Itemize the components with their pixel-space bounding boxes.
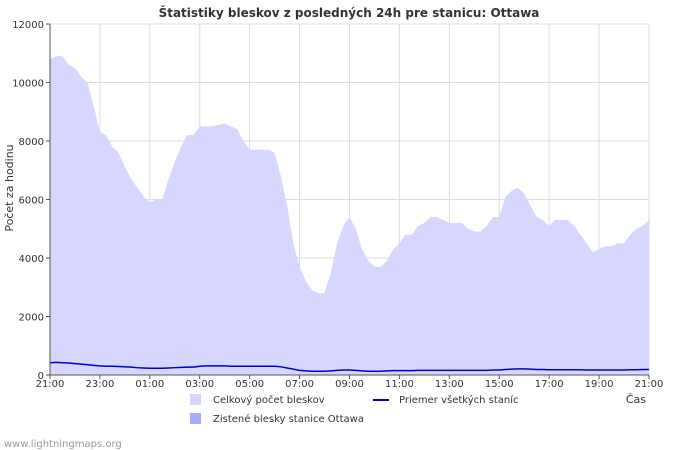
x-tick-label: 09:00	[335, 379, 364, 390]
x-axis-ticks: 21:00 23:00 01:00 03:00 05:00 07:00 09:00 11:00…	[36, 375, 664, 390]
x-tick-label: 01:00	[135, 379, 164, 390]
y-tick-label: 10000	[12, 79, 44, 90]
legend: Celkový počet bleskov Priemer všetkých st…	[190, 394, 519, 425]
legend-label: Priemer všetkých staníc	[399, 394, 519, 406]
legend-item: Celkový počet bleskov	[190, 394, 325, 406]
y-tick-label: 0	[38, 371, 44, 382]
legend-item: Zistené blesky stanice Ottawa	[190, 413, 364, 425]
plot-area	[49, 56, 649, 376]
y-axis-ticks: 0 2000 4000 6000 8000 10000 12000	[12, 20, 50, 382]
y-tick-label: 4000	[19, 254, 44, 265]
x-tick-label: 21:00	[36, 379, 65, 390]
source-footer: www.lightningmaps.org	[4, 439, 122, 450]
x-tick-label: 07:00	[285, 379, 314, 390]
x-tick-label: 21:00	[635, 379, 664, 390]
x-tick-label: 13:00	[435, 379, 464, 390]
x-tick-label: 17:00	[535, 379, 564, 390]
chart-title: Štatistiky bleskov z posledných 24h pre …	[159, 5, 540, 20]
y-tick-label: 8000	[19, 137, 44, 148]
series-area-total-strikes	[50, 56, 649, 376]
x-tick-label: 19:00	[585, 379, 614, 390]
legend-swatch	[190, 394, 201, 405]
y-tick-label: 2000	[19, 313, 44, 324]
x-tick-label: 03:00	[185, 379, 214, 390]
y-axis-label: Počet za hodinu	[3, 144, 16, 231]
y-tick-label: 12000	[12, 20, 44, 31]
legend-item: Priemer všetkých staníc	[373, 394, 519, 406]
legend-swatch	[190, 413, 201, 424]
legend-label: Zistené blesky stanice Ottawa	[213, 413, 364, 425]
x-axis-label: Čas	[626, 393, 646, 406]
x-tick-label: 11:00	[385, 379, 414, 390]
x-tick-label: 15:00	[485, 379, 514, 390]
series-line-average-all-stations	[49, 361, 649, 372]
x-tick-label: 05:00	[235, 379, 264, 390]
legend-label: Celkový počet bleskov	[213, 394, 325, 406]
x-tick-label: 23:00	[86, 379, 115, 390]
y-tick-label: 6000	[19, 196, 44, 207]
